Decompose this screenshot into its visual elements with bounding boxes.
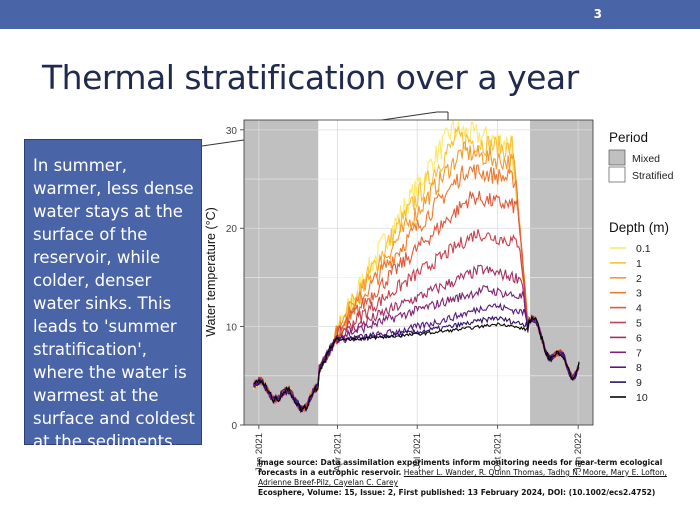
legend-swatch-stratified [608, 166, 626, 183]
slide-title: Thermal stratification over a year [42, 58, 579, 97]
period-band-stratified [318, 120, 531, 425]
series-line-depth-10 [253, 315, 580, 414]
plot-border [243, 119, 594, 426]
legend-label-depth-8: 8 [636, 362, 642, 374]
x-tick-label: Oct 2021 [493, 433, 504, 472]
legend-label-depth-6: 6 [636, 332, 642, 344]
legend-label-depth-1: 1 [636, 258, 642, 270]
legend-label-depth-10: 10 [636, 392, 648, 404]
y-tick-label: 20 [226, 224, 238, 235]
x-tick-label: Jan 2021 [254, 433, 265, 472]
y-axis-label: Water temperature (°C) [204, 207, 218, 337]
legend-label-depth-9: 9 [636, 377, 642, 389]
legend-label-depth-0-1: 0.1 [636, 243, 651, 255]
x-tick-label: Apr 2021 [333, 433, 344, 472]
source-authors: Heather L. Wander, R. Quinn Thomas, Tadh… [258, 468, 667, 487]
legend-label-mixed: Mixed [632, 153, 660, 165]
legend-label-depth-7: 7 [636, 347, 642, 359]
source-citation: Ecosphere, Volume: 15, Issue: 2, First p… [258, 488, 656, 497]
legend-label-depth-5: 5 [636, 318, 642, 330]
header-bar [0, 0, 700, 29]
period-band-mixed [530, 120, 593, 425]
image-source: Image source: Data assimilation experime… [258, 458, 698, 498]
source-lead: Image source: Data assimilation experime… [258, 458, 663, 477]
x-tick-label: Jul 2021 [412, 433, 423, 469]
y-tick-label: 30 [226, 126, 238, 137]
legend-label-depth-2: 2 [636, 273, 642, 285]
callout-box: In summer, warmer, less dense water stay… [24, 139, 202, 451]
y-tick-label: 10 [226, 323, 238, 334]
callout-text: In summer, warmer, less dense water stay… [33, 156, 195, 451]
period-band-mixed [244, 120, 319, 425]
x-tick-label: Jan 2022 [573, 433, 584, 472]
legend-label-stratified: Stratified [632, 170, 674, 182]
y-tick-label: 0 [231, 421, 237, 432]
slide-number: 3 [593, 7, 602, 21]
legend-label-depth-4: 4 [636, 303, 642, 315]
legend-swatch-mixed [608, 149, 626, 166]
legend-period-title: Period [609, 130, 648, 145]
legend-depth-title: Depth (m) [609, 220, 669, 235]
legend-label-depth-3: 3 [636, 288, 642, 300]
